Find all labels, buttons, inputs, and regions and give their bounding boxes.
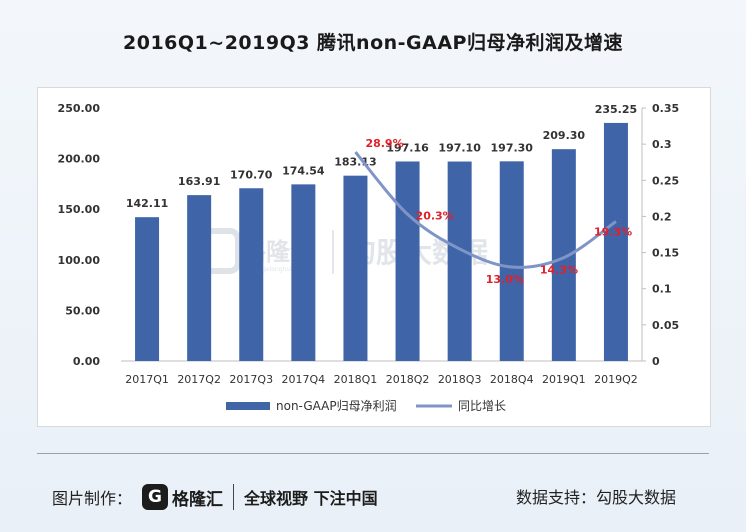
bar-value-label: 142.11	[126, 197, 168, 210]
right-tick-label: 0.05	[652, 319, 679, 332]
category-label: 2018Q1	[334, 373, 378, 386]
right-tick-label: 0.3	[652, 138, 672, 151]
bar-2017Q3	[239, 188, 264, 361]
left-tick-label: 0.00	[73, 355, 100, 368]
right-tick-label: 0	[652, 355, 660, 368]
category-label: 2018Q4	[490, 373, 534, 386]
bar-2017Q1	[135, 217, 160, 361]
footer-logo: G 格隆汇 全球视野 下注中国	[142, 484, 378, 510]
category-label: 2019Q2	[594, 373, 638, 386]
growth-value-label: 14.3%	[540, 264, 578, 277]
left-tick-label: 100.00	[58, 254, 101, 267]
bar-2018Q3	[447, 161, 472, 361]
footer-divider	[37, 453, 709, 454]
category-label: 2017Q2	[177, 373, 221, 386]
bar-2017Q4	[291, 184, 316, 361]
category-label: 2019Q1	[542, 373, 586, 386]
bar-value-label: 163.91	[178, 175, 220, 188]
page-title: 2016Q1~2019Q3 腾讯non-GAAP归母净利润及增速	[123, 32, 623, 54]
logo-name: 格隆汇	[172, 489, 224, 510]
watermark-brand-url: www.gelonghui.com	[246, 266, 307, 273]
bar-value-label: 197.16	[386, 141, 429, 154]
growth-line	[354, 151, 617, 269]
category-label: 2017Q3	[229, 373, 273, 386]
logo-divider	[233, 484, 235, 510]
bar-2019Q1	[551, 149, 576, 361]
bar-2017Q2	[187, 195, 212, 361]
legend-line-label: 同比增长	[458, 399, 506, 413]
growth-value-label: 13.0%	[486, 273, 524, 286]
footer-credit: 图片制作： G 格隆汇 全球视野 下注中国	[52, 484, 378, 510]
bar-value-label: 174.54	[282, 164, 325, 177]
bar-2018Q1	[343, 175, 368, 361]
right-tick-label: 0.15	[652, 247, 679, 260]
right-tick-label: 0.25	[652, 174, 679, 187]
slogan: 全球视野 下注中国	[244, 489, 378, 508]
category-label: 2017Q1	[125, 373, 169, 386]
category-label: 2017Q4	[282, 373, 326, 386]
right-tick-label: 0.2	[652, 210, 672, 223]
left-tick-label: 50.00	[65, 304, 100, 317]
legend-bar-label: non-GAAP归母净利润	[276, 399, 397, 413]
category-label: 2018Q3	[438, 373, 482, 386]
bar-value-label: 235.25	[595, 103, 637, 116]
bar-2018Q2	[395, 161, 420, 361]
chart-svg: 格隆汇www.gelonghui.com勾股大数据0.0050.00100.00…	[58, 102, 680, 413]
bar-2018Q4	[499, 161, 524, 361]
left-tick-label: 200.00	[58, 153, 101, 166]
left-tick-label: 150.00	[58, 203, 101, 216]
bar-value-label: 209.30	[543, 129, 586, 142]
growth-value-label: 28.9%	[365, 137, 403, 150]
growth-value-label: 19.3%	[594, 225, 632, 238]
support-name: 勾股大数据	[595, 488, 676, 507]
bar-value-label: 183.13	[334, 156, 376, 169]
bar-value-label: 197.30	[491, 141, 534, 154]
right-tick-label: 0.1	[652, 283, 672, 296]
growth-value-label: 20.3%	[416, 209, 454, 222]
legend-bar-swatch	[226, 402, 270, 410]
bar-value-label: 197.10	[438, 142, 481, 155]
left-tick-label: 250.00	[58, 102, 101, 115]
gelonghui-logo-icon: G	[142, 484, 169, 510]
chart-panel: 格隆汇www.gelonghui.com勾股大数据0.0050.00100.00…	[37, 87, 711, 427]
category-label: 2018Q2	[386, 373, 430, 386]
bar-2019Q2	[603, 122, 628, 361]
right-tick-label: 0.35	[652, 102, 679, 115]
footer-data-support: 数据支持：勾股大数据	[516, 484, 676, 508]
made-by-label: 图片制作：	[52, 489, 133, 508]
support-label: 数据支持：	[515, 488, 596, 507]
bar-value-label: 170.70	[230, 168, 273, 181]
